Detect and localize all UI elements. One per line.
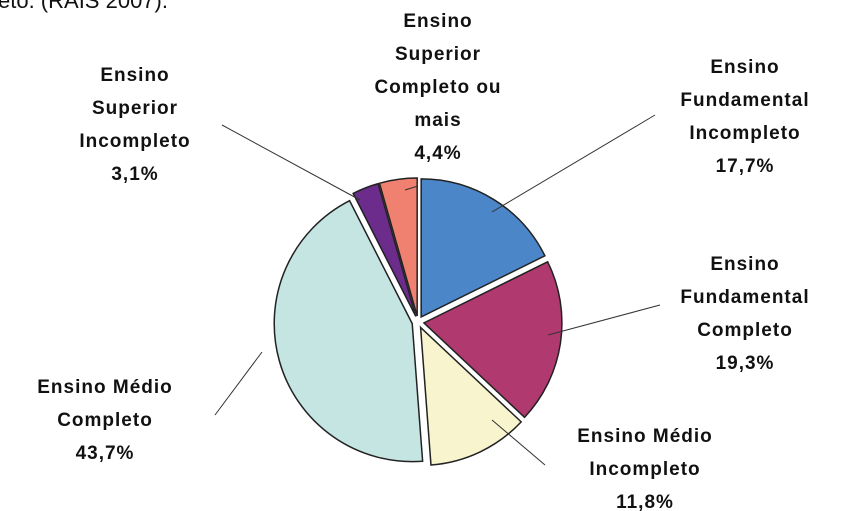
- pie-slice: [419, 325, 523, 466]
- slice-label: Ensino Superior Incompleto: [79, 65, 190, 152]
- slice-label: Ensino Fundamental Incompleto: [680, 57, 809, 144]
- leader-line: [221, 124, 361, 201]
- slice-value-label: 3,1%: [111, 164, 158, 185]
- slice-label: Ensino Superior Completo ou mais: [374, 11, 501, 131]
- slice-value-label: 11,8%: [616, 492, 674, 511]
- pie-slice: [273, 199, 424, 463]
- pie-slice: [420, 178, 546, 319]
- slice-value-label: 4,4%: [414, 143, 461, 164]
- slice-value-label: 43,7%: [76, 443, 135, 464]
- pie-slice: [352, 182, 417, 317]
- leader-line: [491, 419, 546, 466]
- caption: eto. (RAIS 2007).: [0, 0, 168, 13]
- slice-value-label: 17,7%: [716, 156, 775, 177]
- slice-label: Ensino Médio Completo: [37, 377, 173, 431]
- slice-label: Ensino Médio Incompleto: [577, 426, 713, 480]
- leader-line: [491, 114, 656, 213]
- leader-line: [547, 304, 661, 336]
- leader-line: [404, 185, 419, 191]
- slice-label: Ensino Fundamental Completo: [680, 254, 809, 341]
- slice-value-label: 19,3%: [716, 353, 775, 374]
- pie-slice: [378, 177, 418, 317]
- pie-slice: [422, 260, 563, 419]
- leader-line: [214, 351, 263, 416]
